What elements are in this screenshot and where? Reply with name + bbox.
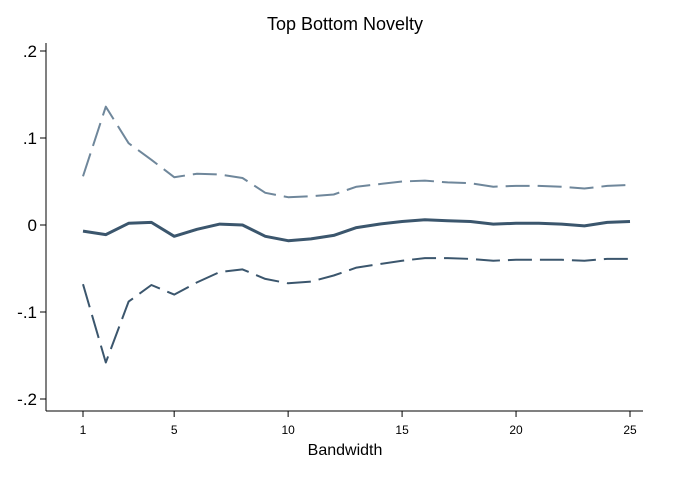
y-tick-label: .1 — [23, 129, 37, 148]
y-tick-label: -.2 — [17, 390, 37, 409]
y-tick-label: -.1 — [17, 303, 37, 322]
x-axis-ticks: 1 5 10 15 20 25 — [80, 411, 637, 437]
x-tick-label: 20 — [509, 423, 523, 437]
x-tick-label: 5 — [171, 423, 178, 437]
x-tick-label: 1 — [80, 423, 87, 437]
x-axis-label: Bandwidth — [308, 442, 383, 459]
series-line-lower — [82, 257, 630, 364]
series-line-estimate — [82, 218, 631, 243]
y-axis-ticks: .2 .1 0 -.1 -.2 — [17, 42, 46, 409]
x-tick-label: 25 — [623, 423, 637, 437]
y-tick-label: 0 — [28, 216, 37, 235]
series-line-upper — [82, 105, 631, 199]
plot-lines — [82, 105, 631, 364]
y-tick-label: .2 — [23, 42, 37, 61]
x-tick-label: 10 — [281, 423, 295, 437]
chart-title: Top Bottom Novelty — [267, 14, 423, 34]
x-tick-label: 15 — [395, 423, 409, 437]
